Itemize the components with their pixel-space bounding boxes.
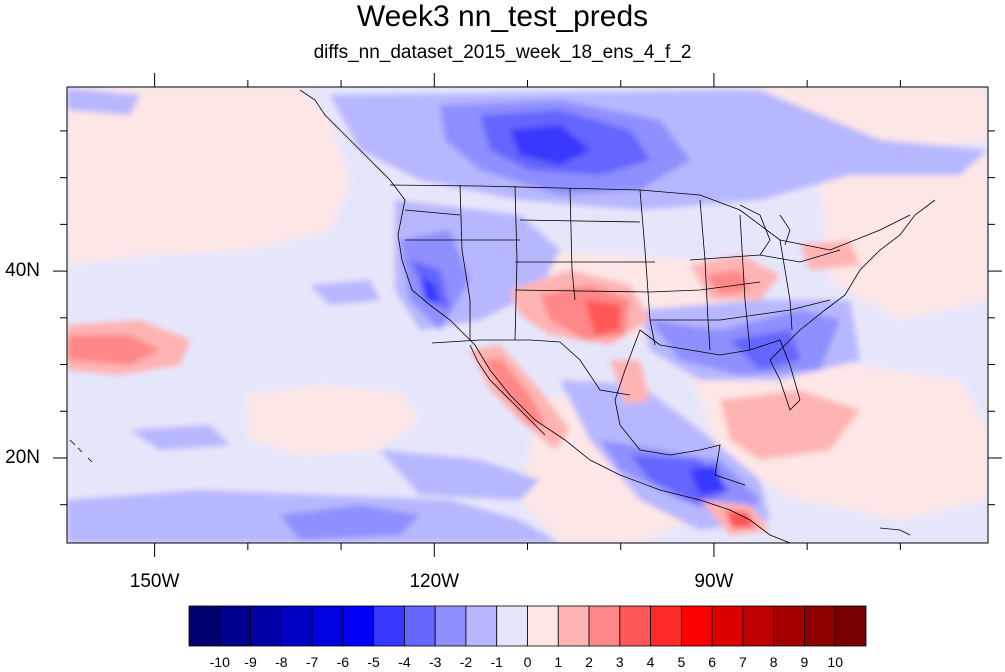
coastline — [614, 329, 746, 486]
coastline — [69, 439, 93, 463]
anomaly-region — [67, 88, 140, 115]
colorbar-label: 5 — [677, 654, 686, 670]
colorbar-label: -1 — [490, 654, 503, 670]
border — [514, 185, 518, 341]
colorbar-label: -10 — [209, 654, 230, 670]
anomaly-region — [800, 240, 860, 270]
anomaly-region — [130, 425, 230, 450]
colorbar-label: 1 — [554, 654, 563, 670]
colorbar-label: -8 — [275, 654, 288, 670]
border — [514, 281, 761, 293]
anomaly-region — [510, 125, 590, 165]
colorbar-label: -5 — [367, 654, 380, 670]
colorbar-swatch — [834, 605, 867, 647]
colorbar-label: 9 — [800, 654, 809, 670]
border — [639, 189, 656, 346]
colorbar-label: 2 — [585, 654, 593, 670]
border — [459, 184, 471, 340]
anomaly-region — [485, 358, 545, 425]
anomaly-region — [610, 360, 650, 405]
colorbar-swatch — [496, 605, 528, 647]
border — [519, 219, 641, 223]
border — [779, 239, 793, 331]
colorbar-label: -4 — [398, 654, 411, 670]
colorbar-swatch — [219, 605, 251, 647]
colorbar-swatch — [373, 605, 405, 647]
anomaly-region — [67, 87, 350, 265]
anomaly-region — [725, 510, 755, 528]
lon-label-150w: 150W — [129, 571, 180, 592]
colorbar-swatch — [311, 605, 344, 647]
colorbar-swatch — [804, 605, 836, 647]
coastline — [639, 199, 936, 411]
lon-label-90w: 90W — [694, 571, 734, 592]
colorbar-swatch — [188, 605, 221, 647]
colorbar-label: 10 — [827, 654, 843, 670]
colorbar-label: 3 — [615, 654, 624, 670]
lat-label-40n: 40N — [5, 260, 40, 282]
colorbar-label: 8 — [769, 654, 778, 670]
anomaly-region — [310, 280, 380, 305]
colorbar-label: -9 — [244, 654, 257, 670]
lat-label-20n: 20N — [5, 446, 40, 468]
anomaly-region — [67, 335, 160, 365]
colorbar-swatch — [588, 605, 621, 647]
colorbar-label: -3 — [428, 654, 442, 670]
colorbar-swatch — [465, 605, 498, 647]
map-title: Week3 nn_test_preds — [356, 0, 649, 33]
field-layer — [67, 87, 988, 543]
colorbar — [188, 605, 867, 647]
border — [650, 299, 831, 321]
border — [404, 209, 461, 216]
colorbar-swatch — [711, 605, 744, 647]
coastline — [739, 204, 791, 256]
colorbar-label: 6 — [708, 654, 717, 670]
colorbar-label: -7 — [305, 654, 319, 670]
anomaly-region — [730, 330, 800, 370]
border — [699, 199, 711, 351]
anomaly-region — [585, 300, 620, 335]
colorbar-label: 4 — [646, 654, 655, 670]
anomaly-region — [820, 150, 988, 320]
border — [431, 339, 631, 396]
colorbar-swatch — [280, 605, 313, 647]
border — [569, 187, 576, 301]
colorbar-swatch — [680, 605, 713, 647]
colorbar-swatch — [773, 605, 805, 647]
anomaly-region — [245, 385, 420, 455]
border — [389, 184, 911, 251]
colorbar-swatch — [434, 605, 467, 647]
anomaly-region — [740, 87, 988, 150]
map-subtitle: diffs_nn_dataset_2015_week_18_ens_4_f_2 — [313, 42, 692, 63]
anomaly-region — [420, 275, 440, 305]
anomaly-region — [280, 505, 420, 540]
colorbar-swatch — [619, 605, 651, 647]
anomaly-region — [690, 465, 725, 495]
colorbar-swatch — [742, 605, 775, 647]
anomaly-region — [705, 270, 750, 295]
colorbar-swatch — [250, 605, 282, 647]
axis-ticks — [53, 73, 1002, 557]
colorbar-label: 0 — [523, 654, 532, 670]
lon-label-120w: 120W — [409, 571, 460, 592]
coastline — [469, 344, 546, 436]
border — [689, 249, 841, 263]
colorbar-swatch — [557, 605, 590, 647]
anomaly-region — [720, 390, 860, 460]
coastline — [879, 527, 911, 536]
colorbar-swatch — [527, 605, 559, 647]
colorbar-label: -2 — [459, 654, 473, 670]
colorbar-swatch — [404, 605, 436, 647]
coastline — [299, 89, 791, 543]
borders-layer — [69, 89, 936, 543]
anomaly-region — [380, 450, 540, 500]
border — [739, 214, 751, 351]
colorbar-label: -6 — [336, 654, 350, 670]
colorbar-swatch — [650, 605, 682, 647]
colorbar-swatch — [342, 605, 375, 647]
colorbar-label: 7 — [739, 654, 747, 670]
